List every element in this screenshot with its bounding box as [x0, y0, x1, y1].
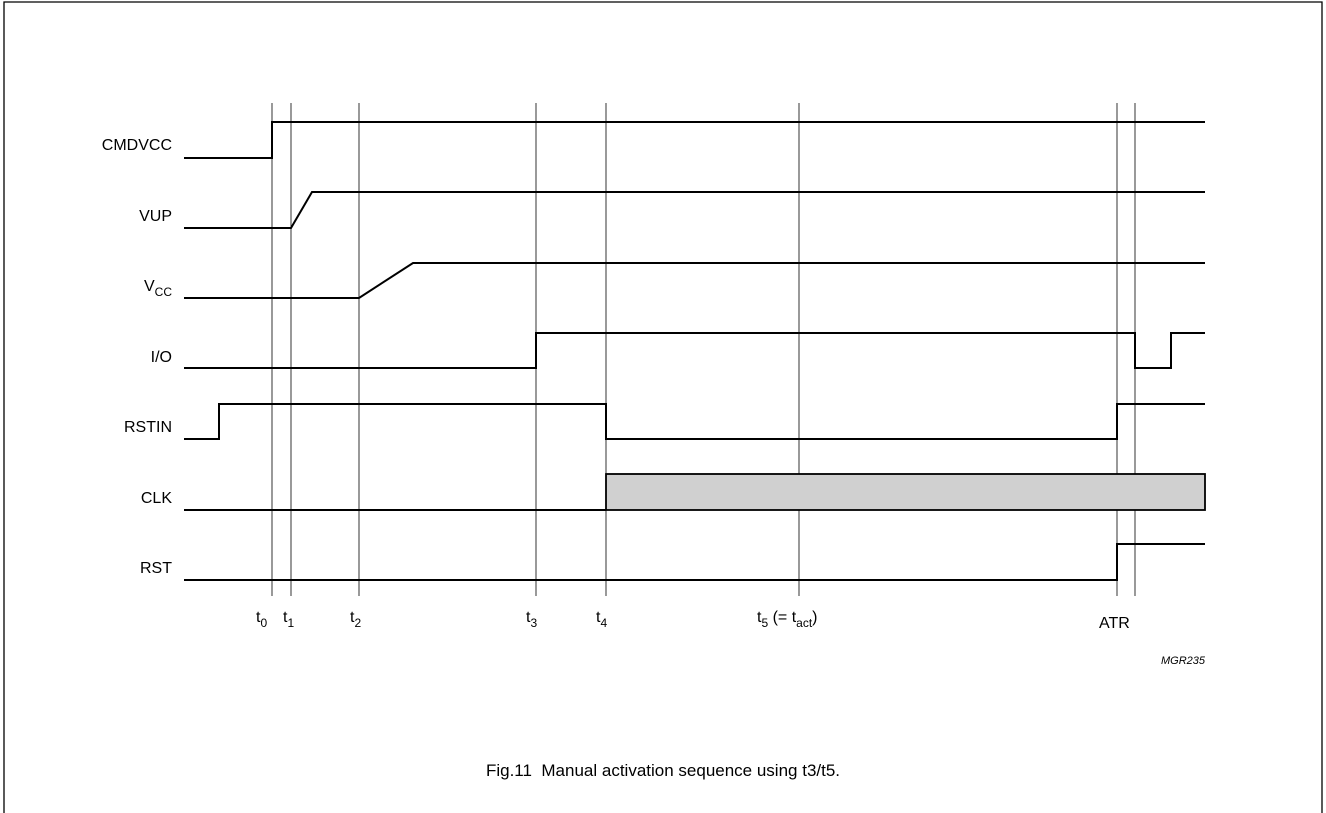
waveforms: [184, 121, 1205, 581]
signal-labels: CMDVCC VUP VCC I/O RSTIN CLK RST: [102, 137, 173, 577]
waveform-rst: [184, 543, 1205, 581]
time-marker-lines: [271, 103, 1136, 596]
clk-active-region: [605, 473, 1206, 511]
time-marker-labels: t0 t1 t2 t3 t4 t5 (= tact) ATR: [256, 609, 1130, 632]
waveform-rstin: [184, 403, 1205, 440]
waveform-vup: [184, 191, 1205, 229]
figure-caption: Fig.11 Manual activation sequence using …: [486, 761, 840, 780]
waveform-vcc: [184, 262, 1205, 299]
time-label-t0: t0: [256, 609, 267, 630]
time-label-t5: t5 (= tact): [757, 609, 818, 630]
signal-label-io: I/O: [151, 349, 172, 366]
time-label-atr: ATR: [1099, 615, 1130, 632]
time-label-t4: t4: [596, 609, 607, 630]
signal-label-rstin: RSTIN: [124, 419, 172, 436]
frame-border: [3, 1, 1323, 813]
signal-label-rst: RST: [140, 560, 172, 577]
signal-label-vcc: VCC: [144, 278, 172, 299]
signal-label-clk: CLK: [141, 490, 172, 507]
figure-reference-code: MGR235: [1161, 655, 1206, 667]
time-label-t1: t1: [283, 609, 294, 630]
signal-label-cmdvcc: CMDVCC: [102, 137, 172, 154]
time-label-t3: t3: [526, 609, 537, 630]
waveform-io: [184, 332, 1205, 369]
signal-label-vup: VUP: [139, 208, 172, 225]
time-label-t2: t2: [350, 609, 361, 630]
waveform-cmdvcc: [184, 121, 1205, 159]
